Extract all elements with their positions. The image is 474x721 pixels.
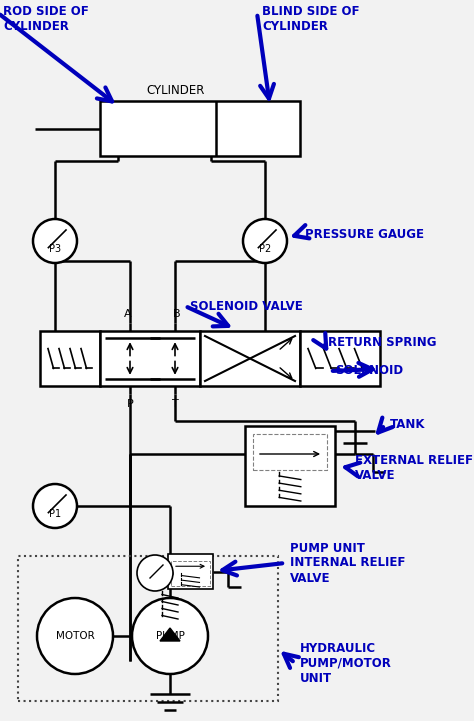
Text: EXTERNAL RELIEF
VALVE: EXTERNAL RELIEF VALVE <box>355 454 473 482</box>
Text: RETURN SPRING: RETURN SPRING <box>328 337 437 350</box>
Text: MOTOR: MOTOR <box>55 631 94 641</box>
Text: P: P <box>127 399 133 409</box>
Circle shape <box>132 598 208 674</box>
Text: PUMP UNIT
INTERNAL RELIEF
VALVE: PUMP UNIT INTERNAL RELIEF VALVE <box>290 541 405 585</box>
Text: A: A <box>124 309 132 319</box>
Circle shape <box>33 219 77 263</box>
Text: HYDRAULIC
PUMP/MOTOR
UNIT: HYDRAULIC PUMP/MOTOR UNIT <box>300 642 392 684</box>
Text: PRESSURE GAUGE: PRESSURE GAUGE <box>305 228 424 241</box>
Bar <box>100 331 200 386</box>
Bar <box>168 554 213 589</box>
Circle shape <box>137 555 173 591</box>
Bar <box>40 331 100 386</box>
Text: SOLENOID VALVE: SOLENOID VALVE <box>190 299 303 312</box>
Text: SOLENOID: SOLENOID <box>335 365 403 378</box>
Circle shape <box>37 598 113 674</box>
Bar <box>200 331 300 386</box>
Text: P3: P3 <box>49 244 61 254</box>
Circle shape <box>243 219 287 263</box>
Bar <box>245 426 335 506</box>
Text: B: B <box>173 309 181 319</box>
Bar <box>300 331 380 386</box>
Text: CYLINDER: CYLINDER <box>147 84 205 97</box>
Bar <box>253 434 327 470</box>
Bar <box>171 561 210 586</box>
Text: P2: P2 <box>259 244 271 254</box>
Text: BLIND SIDE OF
CYLINDER: BLIND SIDE OF CYLINDER <box>262 5 359 33</box>
Bar <box>18 556 278 701</box>
Text: P1: P1 <box>49 509 61 518</box>
Text: ROD SIDE OF
CYLINDER: ROD SIDE OF CYLINDER <box>3 5 89 33</box>
Text: PUMP: PUMP <box>155 631 184 641</box>
Circle shape <box>33 484 77 528</box>
Text: T: T <box>172 399 178 409</box>
Text: TANK: TANK <box>390 418 426 431</box>
Polygon shape <box>160 628 180 641</box>
Bar <box>100 101 300 156</box>
